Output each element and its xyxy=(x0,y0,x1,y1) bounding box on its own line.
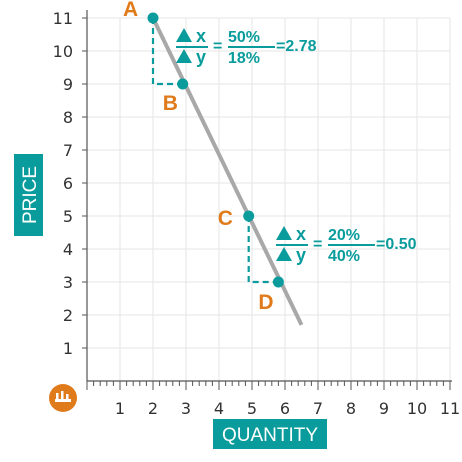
y-axis-title: PRICE xyxy=(20,166,41,224)
y-tick-label: 3 xyxy=(63,273,73,292)
delta-y-symbol: y xyxy=(296,245,306,265)
y-tick-label: 8 xyxy=(63,108,73,127)
y-tick-label: 10 xyxy=(53,42,73,61)
point-label-c: C xyxy=(218,207,233,230)
y-tick-label: 6 xyxy=(63,174,73,193)
data-point-d xyxy=(272,276,284,288)
x-tick-label: 1 xyxy=(115,399,125,418)
annotation-denominator: 40% xyxy=(328,248,360,265)
x-tick-label: 9 xyxy=(379,399,389,418)
delta-triangle-icon xyxy=(276,226,292,240)
x-tick-label: 5 xyxy=(247,399,257,418)
equals-sign: = xyxy=(313,236,322,253)
data-point-c xyxy=(243,210,255,222)
x-axis-title: QUANTITY xyxy=(222,425,318,446)
x-axis-title-badge xyxy=(213,419,327,449)
dashed-guide xyxy=(151,18,183,86)
demand-line xyxy=(151,17,304,326)
x-tick-label: 7 xyxy=(313,399,323,418)
y-tick-label: 11 xyxy=(53,9,73,28)
y-tick-labels: 1 2 3 4 5 6 7 8 9 10 11 xyxy=(53,9,73,358)
x-tick-label: 6 xyxy=(280,399,290,418)
annotation-result: =2.78 xyxy=(276,38,317,55)
x-tick-label: 2 xyxy=(148,399,158,418)
delta-x-symbol: x xyxy=(196,26,206,46)
x-tick-label: 10 xyxy=(407,399,427,418)
annotation-numerator: 20% xyxy=(328,227,360,244)
x-axis-minor-ticks xyxy=(82,17,451,390)
data-point-a xyxy=(147,12,159,24)
point-label-a: A xyxy=(123,0,138,21)
y-tick-label: 5 xyxy=(63,207,73,226)
x-tick-label: 8 xyxy=(346,399,356,418)
logo-icon xyxy=(49,384,77,412)
data-points: A B C D xyxy=(123,0,284,314)
y-axis-title-badge xyxy=(14,154,43,236)
equals-sign: = xyxy=(213,38,222,55)
y-tick-label: 4 xyxy=(63,240,73,259)
annotation-result: =0.50 xyxy=(376,236,417,253)
y-tick-label: 1 xyxy=(63,339,73,358)
grid xyxy=(87,17,451,381)
dashed-guides xyxy=(151,18,279,284)
x-tick-label: 11 xyxy=(440,399,460,418)
x-tick-label: 3 xyxy=(181,399,191,418)
elasticity-annotation-ab: x y = 50% 18% =2.78 xyxy=(176,26,317,67)
point-label-d: D xyxy=(258,291,273,314)
delta-y-symbol: y xyxy=(196,47,206,67)
elasticity-annotation-cd: x y = 20% 40% =0.50 xyxy=(276,224,417,265)
delta-x-symbol: x xyxy=(296,224,306,244)
data-point-b xyxy=(177,78,189,90)
delta-triangle-icon xyxy=(276,247,292,261)
y-tick-label: 7 xyxy=(63,141,73,160)
annotation-denominator: 18% xyxy=(228,50,260,67)
annotation-numerator: 50% xyxy=(228,29,260,46)
x-tick-label: 4 xyxy=(214,399,224,418)
x-tick-labels: 1 2 3 4 5 6 7 8 9 10 11 xyxy=(115,399,460,418)
delta-triangle-icon xyxy=(176,28,192,42)
dashed-guide xyxy=(247,216,279,284)
y-tick-label: 2 xyxy=(63,306,73,325)
delta-triangle-icon xyxy=(176,49,192,63)
point-label-b: B xyxy=(163,92,178,115)
y-tick-label: 9 xyxy=(63,75,73,94)
